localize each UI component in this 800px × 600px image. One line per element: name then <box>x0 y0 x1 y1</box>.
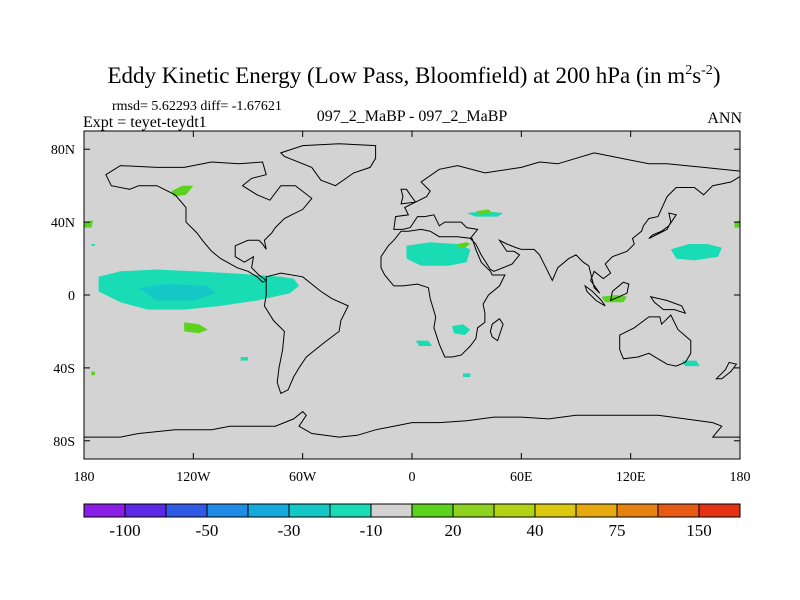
y-tick-label: 40S <box>53 362 75 377</box>
colorbar-box <box>329 503 372 518</box>
anomaly-region-south-africa-tiny <box>463 373 471 377</box>
coastline-north-america <box>105 161 313 283</box>
x-tick-label: 180 <box>74 470 95 485</box>
colorbar-label: 40 <box>527 521 544 540</box>
coastlines <box>84 143 740 459</box>
coastline-sumatra <box>584 284 606 307</box>
coastline-uk <box>400 188 417 205</box>
stats-label: rmsd= 5.62293 diff= -1.67621 <box>112 99 282 114</box>
colorbar: -100 -50 -30 -10 20 40 75 150 <box>83 503 741 540</box>
x-tick-label: 0 <box>409 470 416 485</box>
y-tick-label: 40N <box>51 216 75 231</box>
anomaly-region-north-pacific-positive <box>171 185 194 197</box>
colorbar-box <box>370 503 413 518</box>
colorbar-box <box>83 503 126 518</box>
anomaly-region-far-south-tiny <box>91 371 95 376</box>
coastline-africa <box>380 228 506 358</box>
colorbar-box <box>575 503 618 518</box>
anomaly-region-africa-negative <box>452 324 471 336</box>
coastline-japan <box>648 212 678 239</box>
season-label: ANN <box>707 110 742 127</box>
colorbar-box <box>124 503 167 518</box>
coastline-australia <box>619 314 692 367</box>
experiment-label: Expt = teyet-teydt1 <box>83 114 207 131</box>
colorbar-label: -30 <box>278 521 301 540</box>
axis-ticks: 180 120W 60W 0 60E 120E 180 80N 40N 0 40S 80S <box>51 131 751 485</box>
anomaly-region-central-asia-positive <box>475 209 493 215</box>
x-tick-label: 120E <box>616 470 646 485</box>
y-tick-label: 80S <box>53 435 75 450</box>
anomaly-region-west-pacific-tiny <box>91 244 95 246</box>
coastline-borneo <box>609 281 630 302</box>
x-tick-label: 180 <box>730 470 751 485</box>
colorbar-box <box>698 503 741 518</box>
colorbar-box <box>206 503 249 518</box>
anomaly-region-south-pacific-positive <box>184 322 208 334</box>
colorbar-label: 150 <box>686 521 712 540</box>
colorbar-box <box>247 503 290 518</box>
coastline-south-america <box>263 272 349 395</box>
colorbar-box <box>493 503 536 518</box>
anomaly-region-south-atlantic-negative <box>415 340 432 346</box>
anomaly-region-west-pacific-negative <box>670 244 722 261</box>
coastline-new-zealand <box>715 361 738 380</box>
case-label: 097_2_MaBP - 097_2_MaBP <box>317 108 508 125</box>
colorbar-label: 75 <box>609 521 626 540</box>
coastline-new-guinea <box>649 296 687 315</box>
anomaly-region-mediterranean-negative <box>406 242 471 266</box>
coastline-madagascar <box>489 317 504 342</box>
coastline-antarctica <box>84 410 740 459</box>
colorbar-label: -50 <box>196 521 219 540</box>
anomaly-fills <box>84 185 740 377</box>
colorbar-label: -10 <box>360 521 383 540</box>
colorbar-box <box>534 503 577 518</box>
colorbar-box <box>165 503 208 518</box>
anomaly-region-mediterranean-east-positive <box>457 242 471 248</box>
y-tick-label: 80N <box>51 143 75 158</box>
colorbar-box <box>452 503 495 518</box>
colorbar-label: 20 <box>445 521 462 540</box>
x-tick-label: 120W <box>176 470 211 485</box>
y-tick-label: 0 <box>68 289 75 304</box>
colorbar-box <box>411 503 454 518</box>
colorbar-box <box>657 503 700 518</box>
x-tick-label: 60W <box>289 470 317 485</box>
chart-title: Eddy Kinetic Energy (Low Pass, Bloomfiel… <box>108 63 721 88</box>
coastline-greenland <box>279 143 377 187</box>
anomaly-region-tropical-pacific-core <box>138 284 216 301</box>
colorbar-label: -100 <box>109 521 140 540</box>
anomaly-region-south-pacific-tiny <box>240 357 248 361</box>
colorbar-box <box>288 503 331 518</box>
anomaly-region-australia-east-negative <box>681 360 700 367</box>
colorbar-box <box>616 503 659 518</box>
x-tick-label: 60E <box>510 470 533 485</box>
